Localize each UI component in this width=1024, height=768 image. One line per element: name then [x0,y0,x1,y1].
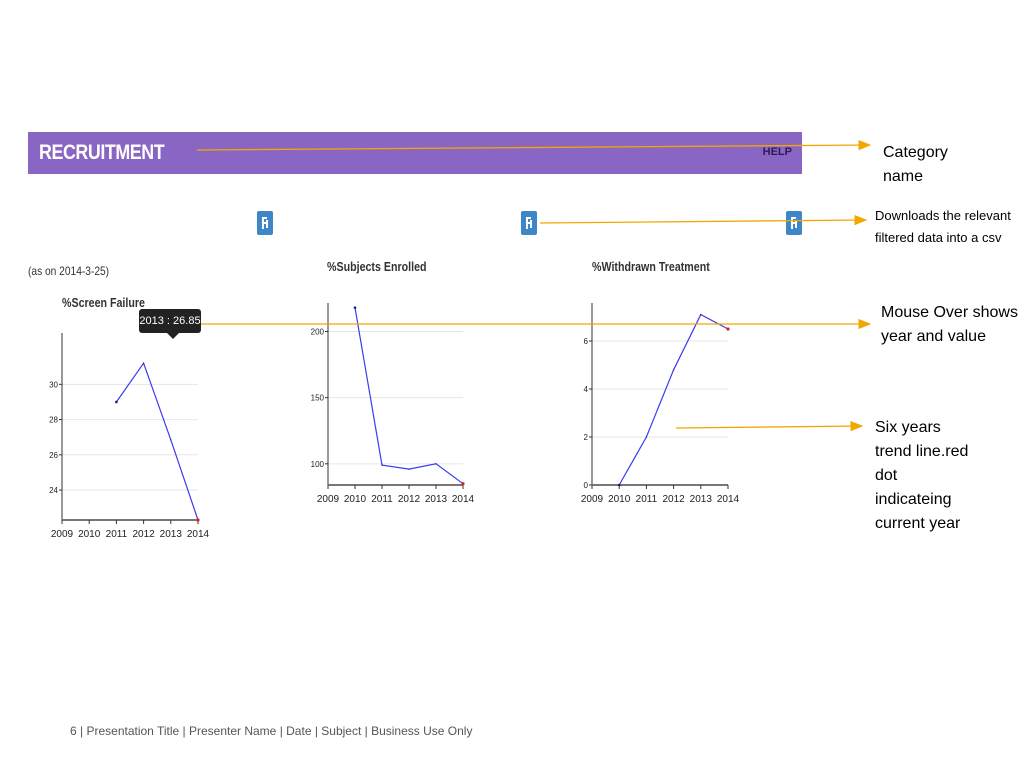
page-number: 6 [70,724,77,738]
y-tick-label: 24 [49,486,58,495]
download-csv-icon [526,217,532,229]
arrow-downloads [539,214,868,226]
x-tick-label: 2010 [344,494,367,505]
note-category: Category name [883,141,948,189]
subjects-enrolled-chart[interactable]: 100 150 200 2009 2010 2011 2012 2013 2014 [300,300,480,525]
x-tick-label: 2014 [717,494,740,505]
note-line: current year [875,515,961,532]
data-point [115,400,118,404]
note-line: Six years [875,419,941,436]
current-year-dot [196,518,200,522]
note-line: indicateing [875,491,952,508]
x-tick-label: 2010 [608,494,631,505]
current-year-dot [461,482,465,486]
y-tick-label: 30 [49,380,58,389]
download-csv-button[interactable] [257,211,273,235]
chart-title: %Subjects Enrolled [327,259,427,274]
x-tick-label: 2014 [452,494,475,505]
data-point [617,483,621,487]
data-point [353,306,357,309]
note-line: Mouse Over shows [881,304,1018,321]
note-line: year and value [881,328,986,345]
note-line: filtered data into a csv [875,230,1002,245]
data-point [700,314,702,316]
data-point [673,369,675,371]
category-header: RECRUITMENT HELP [28,132,802,174]
help-link[interactable]: HELP [762,146,792,158]
y-tick-label: 28 [49,416,58,425]
y-tick-label: 2 [584,433,589,442]
x-tick-label: 2010 [78,529,101,540]
series-line [618,313,729,486]
current-year-dot [726,327,730,331]
series-line [115,361,199,521]
download-csv-icon [791,217,797,229]
as-of-date: (as on 2014-3-25) [28,264,110,278]
x-tick-label: 2012 [398,494,421,505]
note-line: name [883,168,924,185]
data-point [408,468,410,470]
note-downloads: Downloads the relevant filtered data int… [875,205,1011,249]
x-tick-label: 2009 [51,529,74,540]
x-tick-label: 2009 [317,494,340,505]
note-line: Downloads the relevant [875,208,1011,223]
y-tick-label: 4 [584,385,589,394]
x-tick-label: 2011 [371,494,393,505]
x-tick-label: 2012 [132,529,155,540]
y-tick-label: 6 [584,337,589,346]
slide-footer: 6 | Presentation Title | Presenter Name … [70,724,472,738]
note-line: dot [875,467,898,484]
x-tick-label: 2013 [690,494,713,505]
data-point [435,463,437,465]
data-point [170,439,172,441]
data-point [381,464,383,466]
x-tick-label: 2012 [662,494,685,505]
y-tick-label: 26 [49,451,58,460]
y-tick-label: 150 [311,394,325,403]
note-line: trend line.red [875,443,969,460]
x-tick-label: 2011 [636,494,658,505]
x-tick-label: 2014 [187,529,210,540]
x-tick-label: 2009 [581,494,604,505]
screen-failure-chart[interactable]: 24 26 28 30 2009 2010 2011 2012 2013 2014 [40,330,220,555]
download-csv-button[interactable] [786,211,802,235]
hover-tooltip: 2013 : 26.85 [139,309,201,339]
data-point [143,362,145,364]
download-csv-icon [262,217,268,229]
footer-text: | Presentation Title | Presenter Name | … [80,724,473,738]
chart-title: %Screen Failure [62,295,145,310]
note-trend: Six years trend line.red dot indicateing… [875,416,968,536]
y-tick-label: 0 [584,481,589,490]
withdrawn-treatment-chart[interactable]: 0 2 4 6 2009 2010 2011 2012 2013 2014 [570,300,750,525]
series-line [354,307,464,485]
note-line: Category [883,144,948,161]
x-tick-label: 2013 [425,494,448,505]
x-tick-label: 2011 [106,529,128,540]
y-tick-label: 100 [311,460,325,469]
download-csv-button[interactable] [521,211,537,235]
y-tick-label: 200 [311,327,325,336]
x-tick-label: 2013 [160,529,183,540]
note-mouseover: Mouse Over shows year and value [881,301,1018,349]
chart-title: %Withdrawn Treatment [592,259,710,274]
category-title: RECRUITMENT [39,141,165,164]
data-point [645,436,647,438]
